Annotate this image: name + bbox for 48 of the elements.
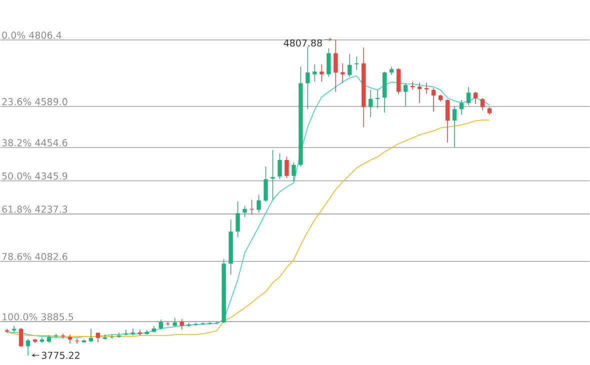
candlestick — [431, 88, 436, 112]
candlestick — [292, 162, 296, 182]
candlestick — [459, 100, 464, 116]
candlestick — [12, 326, 16, 334]
candlestick — [236, 201, 240, 238]
annotation: 3775.22 — [42, 352, 80, 360]
candlestick — [270, 150, 275, 200]
candlestick — [264, 166, 268, 202]
candlestick — [424, 82, 429, 95]
candlestick — [403, 83, 408, 106]
candlestick — [138, 330, 142, 336]
candlestick — [417, 82, 422, 104]
candlestick — [312, 64, 317, 82]
candlestick — [306, 46, 310, 110]
candlestick — [348, 54, 352, 78]
candlestick — [320, 64, 324, 82]
candlestick — [396, 68, 401, 95]
candlestick — [284, 156, 289, 179]
candlestick — [242, 206, 247, 218]
candlestick — [88, 328, 94, 343]
candlestick — [18, 328, 24, 348]
ref-line-label: 50.0% 4345.9 — [2, 172, 68, 180]
candlestick — [74, 338, 80, 344]
candlestick — [60, 334, 66, 340]
candlestick — [466, 86, 471, 106]
candlestick — [480, 98, 485, 112]
candlestick — [68, 334, 72, 344]
candlestick — [124, 330, 128, 336]
candlestick — [96, 332, 100, 343]
candlestick — [334, 39, 338, 92]
ref-line-label: 78.6% 4082.6 — [2, 253, 68, 260]
candlestick — [278, 153, 282, 180]
candlestick — [326, 48, 331, 78]
ref-line-label: 100.0% 3885.5 — [2, 313, 74, 321]
candlestick — [340, 63, 345, 84]
candlestick — [452, 106, 457, 148]
ref-line-label: 0.0% 4806.4 — [2, 32, 62, 39]
ref-line-label: 23.6% 4589.0 — [2, 98, 68, 106]
candlestick — [256, 194, 261, 214]
candlestick — [158, 319, 163, 330]
candlestick — [445, 99, 450, 144]
candlestick — [473, 92, 478, 105]
candlestick — [250, 200, 254, 216]
candlestick — [26, 338, 30, 356]
candlestick — [368, 90, 373, 118]
ref-line-label: 61.8% 4237.3 — [2, 206, 68, 214]
ref-line-label: 38.2% 4454.6 — [2, 139, 68, 147]
annotation: 4807.88 — [284, 40, 322, 47]
